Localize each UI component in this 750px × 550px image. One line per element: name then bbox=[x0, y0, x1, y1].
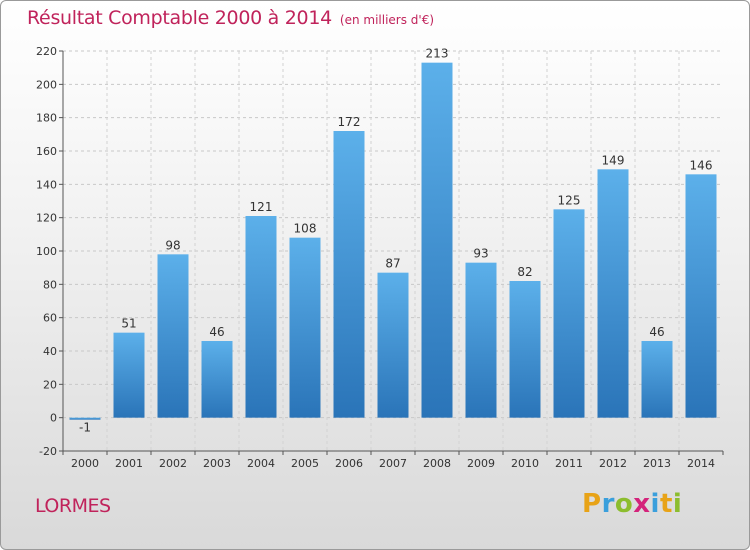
data-label-2007: 87 bbox=[385, 257, 400, 271]
bars bbox=[69, 62, 717, 420]
x-tick-label: 2006 bbox=[335, 457, 363, 470]
data-label-2005: 108 bbox=[294, 222, 317, 236]
y-tick-label: 160 bbox=[36, 145, 57, 158]
logo-letter: r bbox=[601, 489, 615, 519]
y-tick-label: 80 bbox=[43, 278, 57, 291]
data-label-2008: 213 bbox=[426, 47, 449, 61]
bar-2014 bbox=[685, 174, 717, 418]
y-tick-label: 100 bbox=[36, 245, 57, 258]
bar-2004 bbox=[245, 216, 277, 418]
proxiti-logo[interactable]: Proxiti bbox=[582, 489, 682, 519]
bar-2009 bbox=[465, 262, 497, 418]
bar-2010 bbox=[509, 281, 541, 418]
logo-letter: P bbox=[582, 489, 602, 519]
logo-letter: i bbox=[650, 489, 660, 519]
y-tick-label: 180 bbox=[36, 112, 57, 125]
x-tick-label: 2008 bbox=[423, 457, 451, 470]
x-tick-label: 2010 bbox=[511, 457, 539, 470]
bar-2008 bbox=[421, 62, 453, 418]
bar-2001 bbox=[113, 332, 145, 418]
x-tick-label: 2002 bbox=[159, 457, 187, 470]
y-tick-label: -20 bbox=[39, 445, 57, 458]
chart-title: Résultat Comptable 2000 à 2014 (en millie… bbox=[27, 7, 434, 29]
x-tick-label: 2007 bbox=[379, 457, 407, 470]
chart-subtitle: (en milliers d'€) bbox=[339, 13, 435, 27]
x-tick-label: 2009 bbox=[467, 457, 495, 470]
axes: -20 0 20 40 60 80 100 120 140 160 180 200 220 2000 200… bbox=[36, 45, 724, 470]
y-tick-label: 120 bbox=[36, 212, 57, 225]
logo-letter: i bbox=[672, 489, 683, 519]
x-tick-label: 2005 bbox=[291, 457, 319, 470]
data-label-2003: 46 bbox=[209, 325, 224, 339]
y-tick-label: 140 bbox=[36, 178, 57, 191]
data-label-2006: 172 bbox=[338, 115, 361, 129]
bar-2012 bbox=[597, 169, 629, 418]
bar-2011 bbox=[553, 209, 585, 418]
logo-letter: t bbox=[659, 489, 673, 519]
y-tick-label: 40 bbox=[43, 345, 57, 358]
data-label-2014: 146 bbox=[690, 158, 713, 172]
data-label-2000: -1 bbox=[79, 421, 91, 435]
bar-2007 bbox=[377, 272, 409, 418]
x-tick-label: 2014 bbox=[687, 457, 715, 470]
data-label-2002: 98 bbox=[165, 238, 180, 252]
x-tick-label: 2000 bbox=[71, 457, 99, 470]
x-tick-label: 2003 bbox=[203, 457, 231, 470]
bar-2003 bbox=[201, 341, 233, 418]
bar-2006 bbox=[333, 131, 365, 418]
data-label-2004: 121 bbox=[250, 200, 273, 214]
data-label-2001: 51 bbox=[121, 317, 136, 331]
data-label-2012: 149 bbox=[602, 153, 625, 167]
x-tick-label: 2013 bbox=[643, 457, 671, 470]
chart-title-text: Résultat Comptable 2000 à 2014 bbox=[27, 7, 332, 29]
data-label-2010: 82 bbox=[517, 265, 532, 279]
y-tick-label: 20 bbox=[43, 378, 57, 391]
bar-2013 bbox=[641, 341, 673, 418]
y-tick-label: 200 bbox=[36, 78, 57, 91]
data-labels: -1 51 98 46 121 108 172 87 213 93 82 125 149 46 146 bbox=[79, 47, 712, 435]
bar-2005 bbox=[289, 237, 321, 418]
data-label-2009: 93 bbox=[473, 247, 488, 261]
data-label-2013: 46 bbox=[649, 325, 664, 339]
logo-letter: x bbox=[633, 489, 651, 519]
bar-2002 bbox=[157, 254, 189, 418]
city-label: LORMES bbox=[35, 495, 111, 517]
bar-2000 bbox=[69, 417, 101, 420]
data-label-2011: 125 bbox=[558, 193, 581, 207]
x-tick-label: 2004 bbox=[247, 457, 275, 470]
x-tick-label: 2012 bbox=[599, 457, 627, 470]
x-tick-label: 2011 bbox=[555, 457, 583, 470]
x-tick-label: 2001 bbox=[115, 457, 143, 470]
y-tick-label: 0 bbox=[50, 412, 57, 425]
y-tick-label: 60 bbox=[43, 312, 57, 325]
y-tick-label: 220 bbox=[36, 45, 57, 58]
logo-letter: o bbox=[614, 489, 634, 519]
